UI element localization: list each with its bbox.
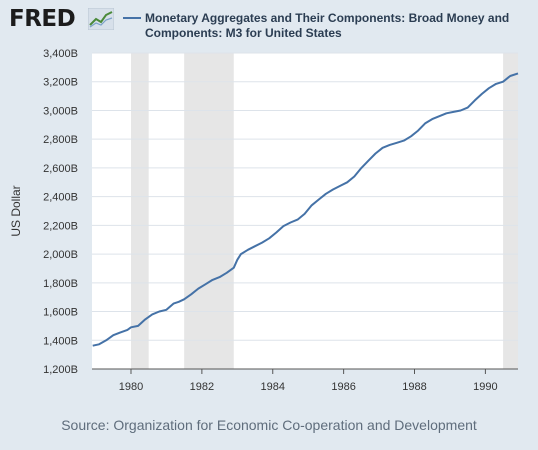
- y-tick-label: 2,800B: [43, 134, 78, 146]
- x-tick-label: 1982: [190, 381, 214, 393]
- y-tick-label: 2,200B: [43, 220, 78, 232]
- y-tick-label: 2,400B: [43, 192, 78, 204]
- fred-graph-icon: [88, 8, 114, 30]
- series-line: [92, 72, 519, 347]
- y-tick-label: 1,400B: [43, 335, 78, 347]
- source-note: Source: Organization for Economic Co-ope…: [61, 417, 477, 433]
- y-axis-label: US Dollar: [9, 185, 23, 236]
- x-tick-label: 1984: [261, 381, 285, 393]
- legend-swatch: [123, 17, 141, 19]
- chart-header: FRED Monetary Aggregates and Their Compo…: [0, 0, 538, 50]
- fred-logo[interactable]: FRED: [9, 6, 76, 32]
- x-tick-label: 1988: [402, 381, 426, 393]
- recession-band: [503, 53, 518, 369]
- y-tick-label: 2,600B: [43, 163, 78, 175]
- line-chart: 1,200B 1,400B 1,600B 1,800B 2,000B 2,200B 2,40…: [9, 48, 519, 393]
- y-tick-label: 1,600B: [43, 307, 78, 319]
- y-tick-label: 3,200B: [43, 77, 78, 89]
- y-tick-label: 3,000B: [43, 105, 78, 117]
- x-tick-label: 1986: [331, 381, 355, 393]
- x-tick-label: 1980: [119, 381, 143, 393]
- y-tick-label: 3,400B: [43, 48, 78, 60]
- x-tick-label: 1990: [473, 381, 497, 393]
- y-tick-label: 1,800B: [43, 278, 78, 290]
- y-tick-label: 2,000B: [43, 249, 78, 261]
- chart-title: Monetary Aggregates and Their Components…: [145, 11, 510, 40]
- y-tick-label: 1,200B: [43, 364, 78, 376]
- plot-area: [92, 53, 518, 369]
- recession-band: [184, 53, 234, 369]
- recession-band: [130, 53, 149, 369]
